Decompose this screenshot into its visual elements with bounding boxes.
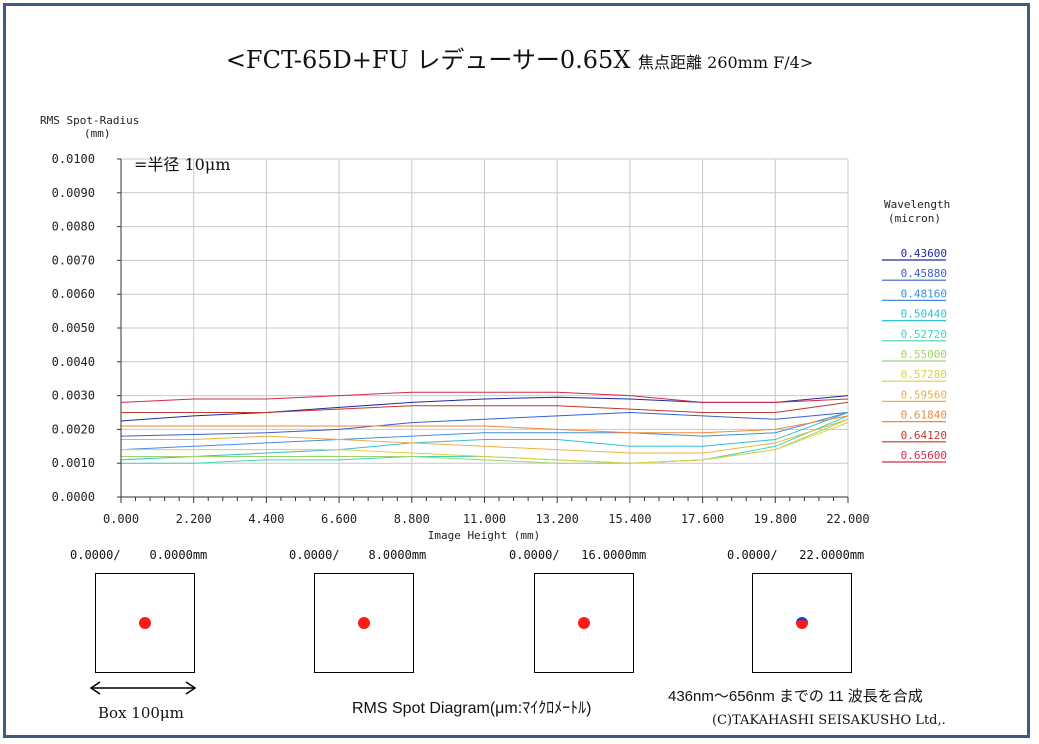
legend-label: 0.52720: [901, 328, 947, 341]
legend-unit: (micron): [888, 212, 941, 225]
series-line-0.50440: [120, 412, 849, 461]
x-tick-label: 0.000: [103, 512, 139, 526]
spot-coordinate-label: 0.0000/ 16.0000mm: [509, 548, 647, 562]
series-line-0.59560: [121, 418, 849, 454]
legend-label: 0.59560: [901, 388, 947, 401]
chart-axes: 0.0000 0.0010 0.0020 0.0030 0.0040 0.0050 0.00…: [52, 152, 870, 526]
spot-diagram-label: RMS Spot Diagram(μm:ﾏｲｸﾛﾒｰﾄﾙ): [352, 700, 592, 717]
spot-diagram-box: [534, 573, 634, 673]
y-tick-label: 0.0100: [52, 152, 95, 166]
wavelength-note: 436nm～656nm までの 11 波長を合成: [668, 688, 923, 705]
x-tick-label: 22.000: [826, 512, 869, 526]
x-tick-label: 13.200: [536, 512, 579, 526]
spot-coordinate-label: 0.0000/ 8.0000mm: [289, 548, 427, 562]
y-tick-label: 0.0030: [52, 389, 95, 403]
chart-title: <FCT-65D+FU レデューサー0.65X 焦点距離 260mm F/4>: [0, 40, 1039, 75]
legend-label: 0.45880: [901, 267, 947, 280]
y-axis-label: RMS Spot-Radius: [40, 114, 139, 127]
y-tick-label: 0.0040: [52, 355, 95, 369]
chart-title-main: <FCT-65D+FU レデューサー0.65X: [225, 46, 631, 74]
spot-dot: [578, 617, 590, 629]
x-tick-label: 11.000: [463, 512, 506, 526]
legend-label: 0.55000: [901, 348, 947, 361]
x-tick-label: 19.800: [754, 512, 797, 526]
chart-legend: 0.43600 0.45880 0.48160 0.50440 0.52720 0.550…: [882, 247, 947, 463]
legend-title: Wavelength: [884, 198, 950, 211]
y-tick-label: 0.0010: [52, 456, 95, 470]
series-line-0.65600: [120, 391, 849, 403]
y-tick-label: 0.0050: [52, 321, 95, 335]
y-tick-label: 0.0080: [52, 220, 95, 234]
series-line-0.57280: [121, 422, 849, 464]
legend-label: 0.48160: [901, 287, 947, 300]
x-axis-label: Image Height (mm): [428, 529, 541, 542]
y-tick-label: 0.0070: [52, 253, 95, 267]
y-axis-unit: (mm): [84, 127, 111, 140]
spot-dot: [139, 617, 151, 629]
legend-label: 0.50440: [901, 308, 947, 321]
y-tick-label: 0.0060: [52, 287, 95, 301]
legend-label: 0.65600: [901, 449, 947, 462]
box-size-label: Box 100μm: [98, 704, 184, 722]
spot-coordinate-label: 0.0000/ 0.0000mm: [70, 548, 208, 562]
x-tick-label: 15.400: [608, 512, 651, 526]
series-line-0.45880: [120, 411, 849, 437]
x-tick-label: 8.800: [394, 512, 430, 526]
chart-series: [120, 391, 849, 464]
radius-annotation: =半径 10μm: [134, 155, 230, 174]
legend-label: 0.61840: [901, 409, 947, 422]
spot-diagram-box: [95, 573, 195, 673]
box-size-arrow: [88, 681, 198, 695]
legend-label: 0.57280: [901, 368, 947, 381]
legend-label: 0.64120: [901, 429, 947, 442]
spot-dot: [796, 617, 808, 629]
y-tick-label: 0.0000: [52, 490, 95, 504]
copyright: (C)TAKAHASHI SEISAKUSHO Ltd,.: [712, 713, 946, 728]
legend-label: 0.43600: [901, 247, 947, 260]
spot-diagram-box: [752, 573, 852, 673]
spot-dot: [358, 617, 370, 629]
chart-title-sub: 焦点距離 260mm F/4>: [638, 53, 814, 72]
x-tick-label: 4.400: [248, 512, 284, 526]
series-line-0.64120: [121, 401, 849, 413]
y-tick-label: 0.0020: [52, 422, 95, 436]
series-line-0.48160: [120, 412, 849, 451]
x-tick-label: 2.200: [176, 512, 212, 526]
y-tick-label: 0.0090: [52, 186, 95, 200]
series-line-0.61840: [121, 415, 849, 434]
x-tick-label: 17.600: [681, 512, 724, 526]
x-tick-label: 6.600: [321, 512, 357, 526]
spot-diagram-box: [314, 573, 414, 673]
spot-coordinate-label: 0.0000/ 22.0000mm: [727, 548, 865, 562]
